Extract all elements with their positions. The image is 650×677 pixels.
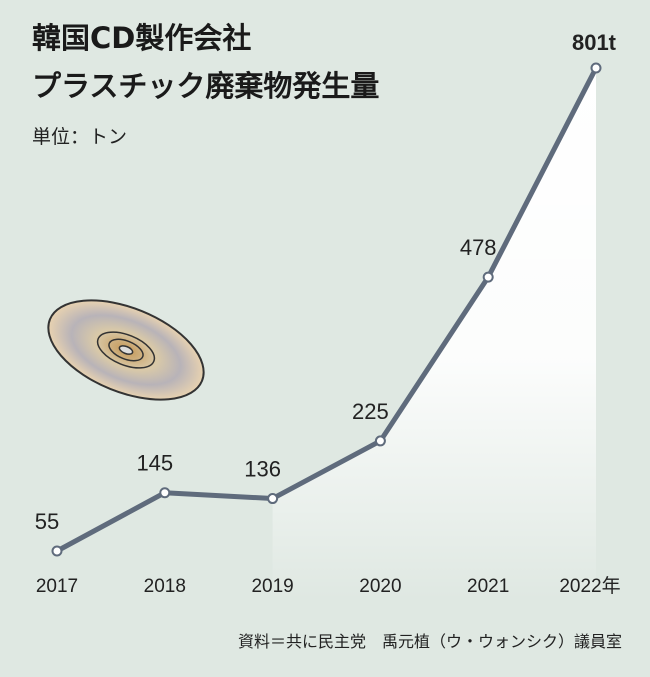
x-tick-label: 2017 — [36, 576, 78, 597]
x-tick-label: 2021 — [467, 576, 509, 597]
x-tick-label: 2022年 — [559, 575, 620, 597]
point — [267, 493, 279, 505]
value-label: 225 — [352, 399, 389, 424]
chart-subtitle: 単位：トン — [32, 126, 127, 148]
x-tick-label: 2018 — [144, 576, 186, 597]
x-tick-label: 2019 — [251, 576, 293, 597]
cd-illustration — [47, 299, 205, 401]
value-label: 801t — [572, 30, 617, 55]
chart-title: 韓国CD製作会社 — [32, 21, 251, 55]
value-label: 145 — [136, 451, 173, 476]
point — [590, 62, 602, 74]
x-tick-label: 2020 — [359, 576, 401, 597]
chart-title: プラスチック廃棄物発生量 — [32, 69, 379, 103]
point — [482, 271, 494, 283]
point — [51, 545, 63, 557]
value-label: 55 — [35, 509, 59, 534]
source: 資料＝共に民主党 禹元植（ウ・ウォンシク）議員室 — [238, 632, 622, 651]
line — [55, 66, 599, 554]
point — [159, 487, 171, 499]
area-highlight — [272, 68, 596, 600]
point — [374, 435, 386, 447]
value-label: 136 — [244, 457, 281, 482]
value-label: 478 — [460, 235, 497, 260]
